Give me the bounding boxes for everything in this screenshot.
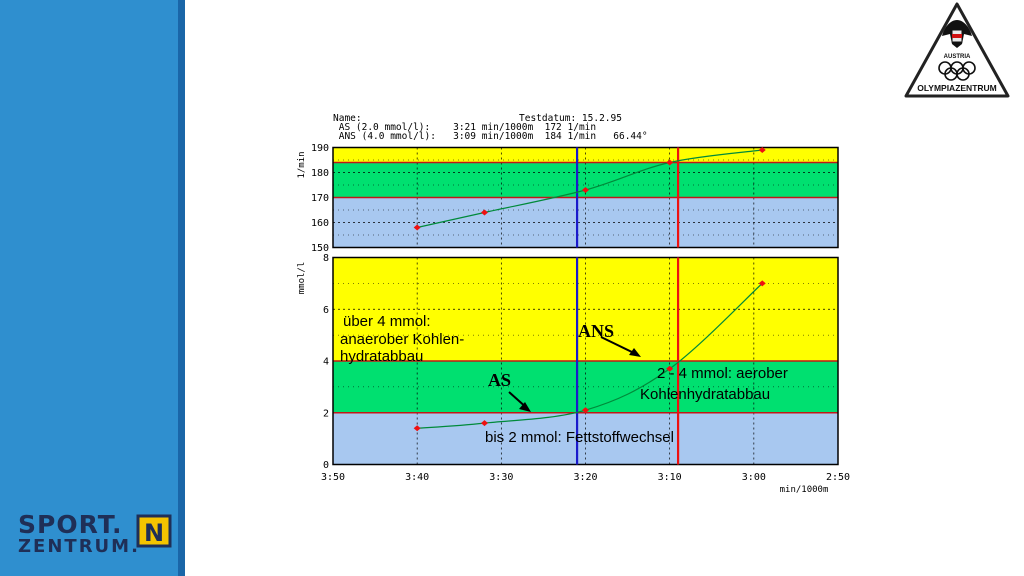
ans-arrow-icon (600, 336, 641, 357)
bottom-plot-frame (332, 256, 839, 466)
bottom-y-tick-label: 6 (323, 305, 329, 316)
heart-rate-data-point (666, 159, 674, 166)
zone-mid-line2: Kohlenhydratabbau (640, 386, 770, 403)
zone-mid-line1: 2 - 4 mmol: aerober (657, 365, 788, 382)
x-tick-label: 3:00 (742, 472, 766, 483)
x-tick-label: 3:50 (321, 472, 345, 483)
bottom-y-tick-label: 4 (323, 357, 329, 368)
hr-zone-yellow (333, 147, 838, 163)
bottom-y-tick-label: 0 (323, 460, 329, 471)
x-tick-label: 3:40 (405, 472, 429, 483)
as-arrow-icon (508, 391, 531, 412)
header-as-row: AS (2.0 mmol/l): 3:21 min/1000m 172 1/mi… (333, 122, 596, 133)
ans-annotation-label: ANS (578, 321, 614, 341)
data-points (413, 147, 766, 432)
sport-logo-line2: ZENTRUM. (18, 536, 140, 557)
x-tick-label: 2:50 (826, 472, 850, 483)
bottom-y-tick-label: 8 (323, 253, 329, 264)
sidebar-edge-stripe (178, 0, 185, 576)
top-y-tick-label: 190 (311, 143, 329, 154)
sport-logo-line1: SPORT. (18, 510, 123, 539)
header-name: Name: (333, 113, 362, 124)
lactate-data-point (666, 365, 674, 372)
zone-high-line2: anaerober Kohlen- (340, 331, 464, 348)
zone-low-label: bis 2 mmol: Fettstoffwechsel (485, 429, 674, 446)
olympic-rings-icon (938, 61, 976, 81)
lactate-data-point (413, 425, 421, 432)
x-tick-label: 3:10 (658, 472, 682, 483)
plot-frames (332, 146, 839, 466)
heart-rate-data-point (758, 147, 766, 153)
x-tick-label: 3:20 (573, 472, 597, 483)
top-y-tick-label: 150 (311, 243, 329, 254)
austria-label: AUSTRIA (944, 54, 971, 60)
lactate-data-point (758, 280, 766, 287)
x-axis-label: min/1000m (780, 485, 829, 495)
olympiazentrum-logo: AUSTRIA OLYMPIAZENTRUM (904, 2, 1010, 98)
sportzentrum-logo: SPORT. ZENTRUM. N (18, 510, 172, 557)
header-ans-row: ANS (4.0 mmol/l): 3:09 min/1000m 184 1/m… (333, 131, 648, 142)
left-sidebar-band (0, 0, 178, 576)
n-badge-icon: N (136, 514, 172, 548)
bottom-y-axis-label: mmol/l (297, 262, 307, 295)
n-badge-letter: N (144, 519, 164, 547)
zone-high-line1: über 4 mmol: (343, 313, 431, 330)
top-y-tick-label: 180 (311, 168, 329, 179)
top-y-axis-label: 1/min (297, 151, 307, 178)
eagle-icon (942, 20, 972, 48)
top-plot-frame (332, 146, 839, 249)
tick-labels: 150 160 170 180 190 0 2 4 6 8 3:50 3:40 3:30 3:20 3:10… (311, 143, 850, 483)
top-y-tick-label: 170 (311, 193, 329, 204)
lactate-data-point (481, 420, 488, 427)
top-y-tick-label: 160 (311, 218, 329, 229)
header-testdatum: Testdatum: 15.2.95 (519, 113, 622, 124)
heart-rate-data-point (582, 187, 589, 193)
zone-high-line3: hydratabbau (340, 348, 423, 365)
bottom-y-tick-label: 2 (323, 408, 329, 419)
threshold-lines (575, 147, 680, 465)
lactate-data-point (582, 407, 589, 414)
heart-rate-data-point (481, 209, 488, 216)
as-annotation-label: AS (488, 370, 511, 390)
heart-rate-data-point (413, 224, 421, 231)
olympiazentrum-label: OLYMPIAZENTRUM (917, 83, 997, 93)
x-tick-label: 3:30 (489, 472, 513, 483)
